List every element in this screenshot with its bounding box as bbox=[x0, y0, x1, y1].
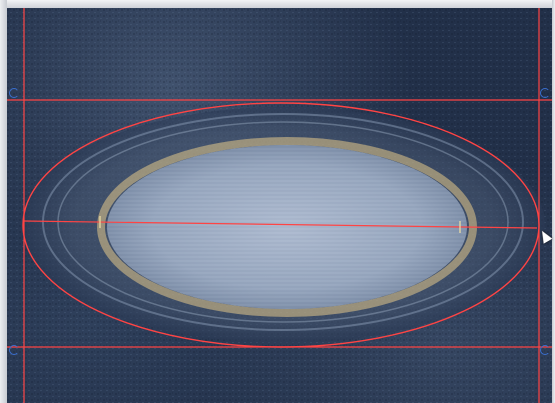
major-axis-line[interactable] bbox=[23, 220, 538, 229]
handle-top-right-icon[interactable] bbox=[540, 88, 550, 98]
window-frame-right bbox=[552, 0, 555, 403]
image-overlay bbox=[7, 8, 552, 403]
wear-scar-streaks bbox=[107, 145, 467, 309]
wear-ring-1 bbox=[42, 113, 524, 331]
handle-top-left-icon[interactable] bbox=[9, 88, 19, 98]
window-frame-top bbox=[0, 0, 555, 8]
fitted-ellipse[interactable] bbox=[22, 102, 540, 348]
handle-bottom-right-icon[interactable] bbox=[540, 345, 550, 355]
microscope-image-canvas[interactable] bbox=[7, 8, 553, 403]
handle-bottom-left-icon[interactable] bbox=[9, 345, 19, 355]
window-frame-left bbox=[0, 0, 7, 403]
